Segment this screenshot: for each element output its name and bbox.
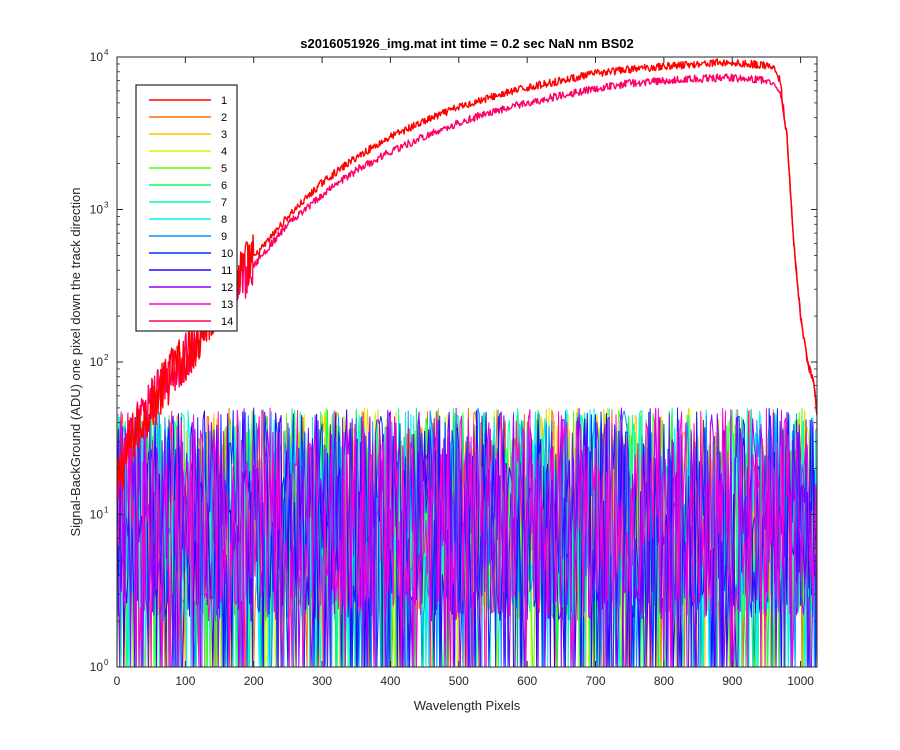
y-axis-label: Signal-BackGround (ADU) one pixel down t… <box>68 187 83 536</box>
legend-label-3: 3 <box>221 129 227 141</box>
legend-label-13: 13 <box>221 299 233 311</box>
x-axis-ticks: 0 100 200 300 400 500 600 700 800 900 1000 <box>114 57 814 688</box>
legend-label-5: 5 <box>221 163 227 175</box>
y-tick-exponent: 4 <box>104 48 109 57</box>
legend-label-14: 14 <box>221 316 233 328</box>
legend-label-11: 11 <box>221 265 232 277</box>
y-tick-label: 10 <box>90 508 104 522</box>
y-tick-label: 10 <box>90 660 104 674</box>
series-layer <box>117 58 817 667</box>
x-tick-label: 300 <box>312 674 332 688</box>
x-tick-label: 0 <box>114 674 121 688</box>
legend-label-12: 12 <box>221 282 233 294</box>
y-tick-exponent: 3 <box>104 201 109 210</box>
legend-label-1: 1 <box>221 95 227 107</box>
x-tick-label: 100 <box>175 674 195 688</box>
legend-label-4: 4 <box>221 146 227 158</box>
legend-label-9: 9 <box>221 231 227 243</box>
y-tick-exponent: 2 <box>104 353 109 362</box>
legend-label-8: 8 <box>221 214 227 226</box>
x-tick-label: 800 <box>654 674 674 688</box>
y-tick-exponent: 0 <box>104 658 109 667</box>
x-tick-label: 400 <box>380 674 400 688</box>
x-tick-label: 900 <box>722 674 742 688</box>
legend-label-10: 10 <box>221 248 233 260</box>
y-tick-label: 10 <box>90 203 104 217</box>
series-line-10 <box>117 407 817 667</box>
chart-title: s2016051926_img.mat int time = 0.2 sec N… <box>300 36 634 51</box>
x-axis-label: Wavelength Pixels <box>414 698 521 713</box>
y-tick-label: 10 <box>90 355 104 369</box>
legend-label-7: 7 <box>221 197 227 209</box>
series-line-13 <box>117 407 817 667</box>
x-tick-label: 500 <box>449 674 469 688</box>
y-tick-label: 10 <box>90 50 104 64</box>
legend-label-2: 2 <box>221 112 227 124</box>
legend-label-6: 6 <box>221 180 227 192</box>
x-tick-label: 1000 <box>787 674 814 688</box>
y-tick-exponent: 1 <box>104 506 109 515</box>
x-tick-label: 700 <box>586 674 606 688</box>
x-tick-label: 200 <box>244 674 264 688</box>
legend-box <box>135 84 238 332</box>
x-tick-label: 600 <box>517 674 537 688</box>
